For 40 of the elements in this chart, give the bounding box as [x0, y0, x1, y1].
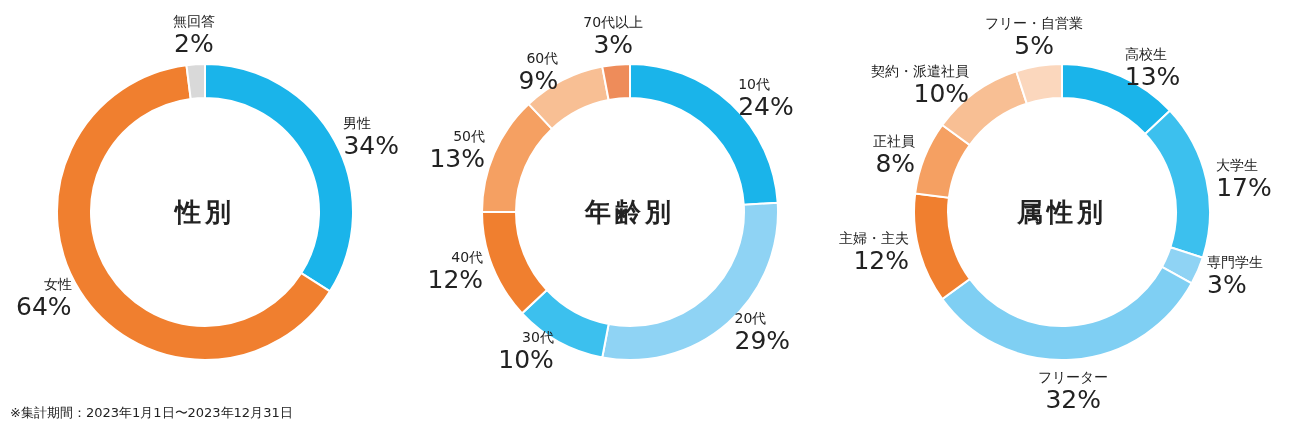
data-label: 13%: [1124, 61, 1181, 91]
slice-label: 10代: [738, 75, 770, 92]
data-label: 10%: [498, 345, 554, 375]
text: 属性別: [1016, 197, 1107, 227]
slice-label: フリーター: [1038, 368, 1109, 385]
data-label: 10%: [913, 79, 970, 109]
slice-label: 50代: [453, 128, 485, 145]
slice-label: 正社員: [873, 132, 916, 149]
data-label: 17%: [1216, 172, 1272, 202]
data-label: 12%: [853, 246, 909, 276]
data-label: 64%: [16, 291, 72, 321]
slice-label: 70代以上: [583, 13, 644, 30]
slice-label: 20代: [734, 309, 767, 326]
data-label: 32%: [1045, 384, 1101, 414]
data-label: 34%: [343, 130, 400, 160]
slice-label: 専門学生: [1207, 253, 1264, 270]
slice-label: 女性: [43, 275, 72, 292]
slice-label: 契約・派遣社員: [871, 63, 970, 80]
data-label: 8%: [875, 148, 916, 178]
data-label: 3%: [593, 29, 634, 59]
data-label: 24%: [738, 91, 794, 121]
slice-label: 主婦・主夫: [838, 230, 909, 247]
data-label: 9%: [518, 66, 559, 96]
text: 性別: [173, 197, 235, 227]
text: ※集計期間：2023年1月1日〜2023年12月31日: [10, 405, 293, 420]
slice-label: 無回答: [172, 13, 215, 30]
slice-label: 男性: [343, 114, 372, 131]
slice-label: 大学生: [1216, 156, 1259, 173]
slice-label: フリー・自営業: [985, 15, 1084, 32]
data-label: 2%: [173, 29, 214, 59]
data-label: 5%: [1014, 31, 1054, 61]
text: 年齢別: [584, 197, 675, 227]
slice-label: 高校生: [1124, 45, 1167, 62]
data-label: 3%: [1207, 269, 1247, 299]
slice-label: 60代: [526, 50, 559, 67]
data-label: 12%: [427, 265, 484, 295]
data-label: 29%: [734, 325, 791, 355]
slice-label: 30代: [522, 329, 554, 346]
data-label: 13%: [429, 144, 485, 174]
slice-label: 40代: [451, 249, 484, 266]
